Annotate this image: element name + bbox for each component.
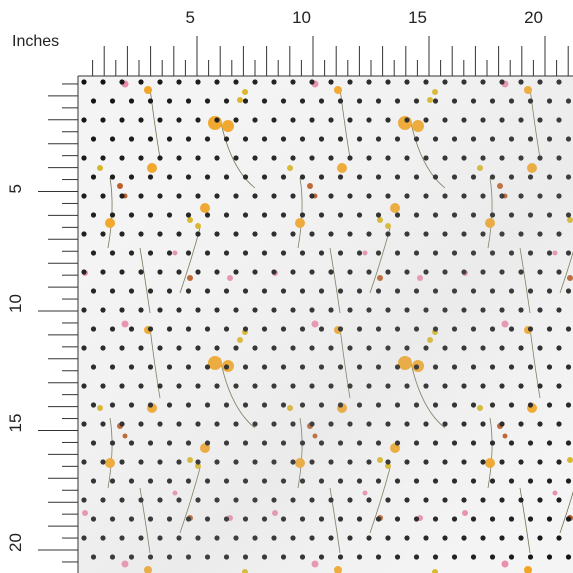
ruler-number: 5 (186, 8, 195, 27)
unit-label: Inches (12, 33, 59, 50)
ruler-number: 20 (6, 533, 25, 552)
ruler-number: 15 (408, 8, 427, 27)
fabric-shading (78, 76, 573, 573)
left-ruler (0, 0, 78, 573)
ruler-number: 15 (6, 414, 25, 433)
top-ruler (0, 0, 573, 76)
ruler-number: 10 (6, 294, 25, 313)
ruler-number: 5 (6, 184, 25, 193)
ruler-ticks (38, 36, 569, 563)
ruler-number: 20 (524, 8, 543, 27)
ruler-number: 10 (292, 8, 311, 27)
